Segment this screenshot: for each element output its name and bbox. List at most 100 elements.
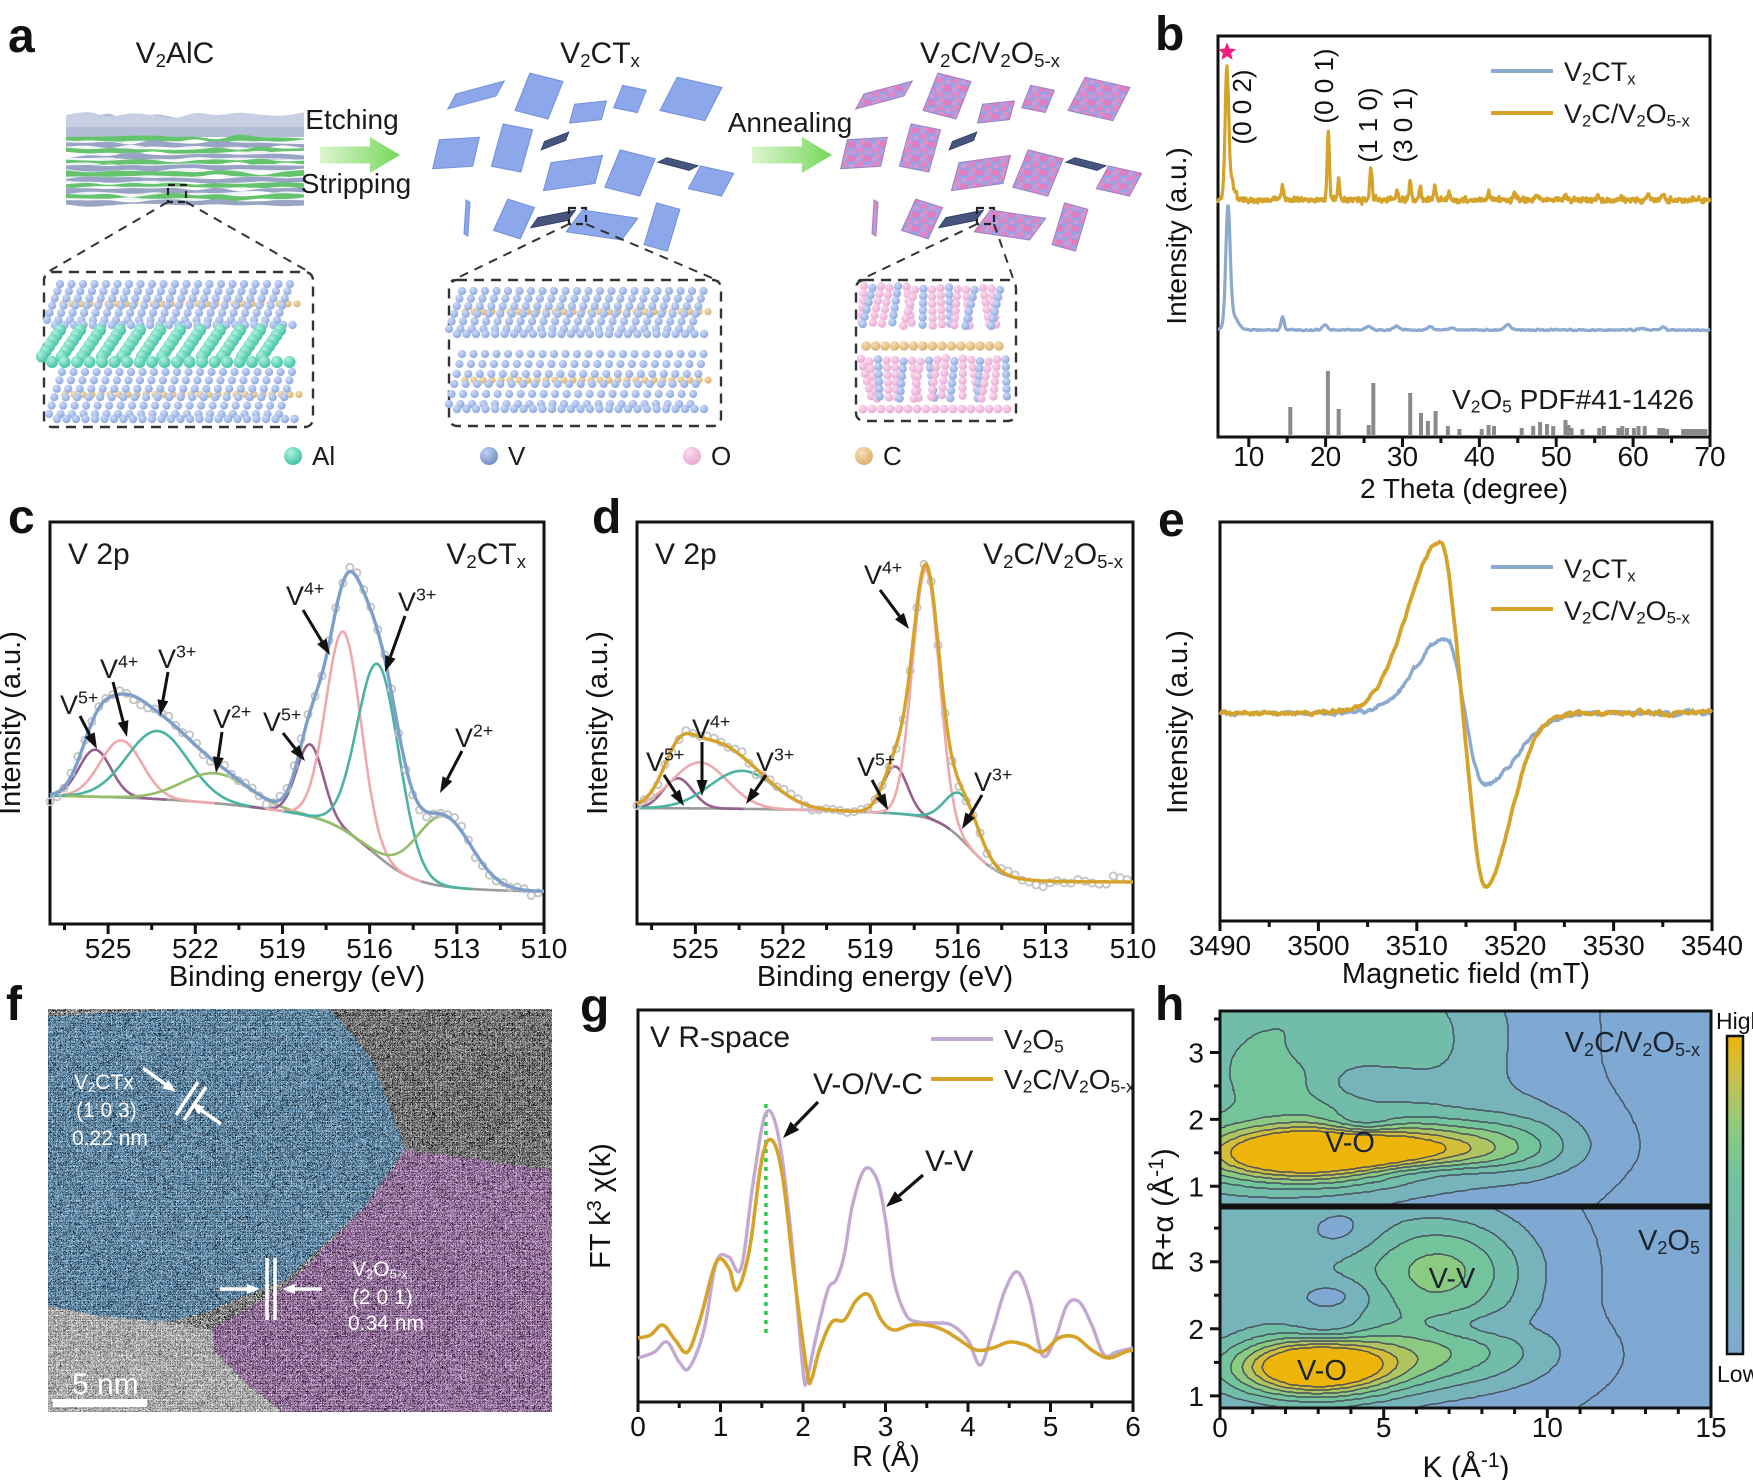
svg-text:5: 5	[1043, 1411, 1059, 1442]
svg-text:1: 1	[1188, 1171, 1204, 1202]
svg-text:V2C/V2O5-x: V2C/V2O5-x	[1564, 596, 1690, 628]
svg-text:V-O/V-C: V-O/V-C	[813, 1068, 923, 1101]
svg-text:V4+: V4+	[692, 712, 730, 744]
svg-text:525: 525	[672, 933, 719, 964]
svg-text:V2C/V2O5-x: V2C/V2O5-x	[1565, 1027, 1700, 1060]
svg-text:V: V	[508, 441, 526, 471]
svg-text:(1 0 3): (1 0 3)	[76, 1099, 137, 1122]
svg-text:Intensity (a.u.): Intensity (a.u.)	[582, 631, 614, 815]
svg-text:Annealing: Annealing	[728, 107, 853, 138]
svg-text:3: 3	[1188, 1247, 1204, 1278]
svg-text:516: 516	[346, 933, 393, 964]
svg-text:V2CTx: V2CTx	[446, 538, 526, 572]
svg-text:522: 522	[172, 933, 219, 964]
svg-text:3490: 3490	[1189, 930, 1251, 961]
svg-text:V2C/V2O5-x: V2C/V2O5-x	[920, 37, 1061, 71]
svg-text:V2CTx: V2CTx	[560, 37, 640, 71]
svg-text:C: C	[883, 441, 902, 471]
svg-text:Intensity (a.u.): Intensity (a.u.)	[1162, 630, 1194, 814]
svg-text:V2AlC: V2AlC	[136, 37, 215, 71]
svg-text:0: 0	[1212, 1412, 1228, 1443]
svg-text:Al: Al	[312, 441, 335, 471]
svg-text:V2O5-x: V2O5-x	[352, 1258, 408, 1282]
svg-text:V2CTx: V2CTx	[74, 1071, 134, 1095]
svg-text:V2O5: V2O5	[1004, 1024, 1064, 1057]
svg-text:O: O	[711, 441, 731, 471]
svg-text:e: e	[1158, 494, 1185, 547]
svg-text:Intensity (a.u.): Intensity (a.u.)	[1161, 147, 1192, 324]
svg-text:2: 2	[795, 1411, 811, 1442]
svg-text:V 2p: V 2p	[68, 538, 130, 571]
svg-text:High: High	[1716, 1008, 1753, 1034]
svg-text:(1 1 0): (1 1 0)	[1353, 87, 1383, 162]
svg-text:(0 0 2): (0 0 2)	[1227, 69, 1257, 144]
svg-text:V2O5 PDF#41-1426: V2O5 PDF#41-1426	[1452, 384, 1694, 417]
svg-text:c: c	[8, 491, 35, 544]
svg-text:(2 0 1): (2 0 1)	[352, 1286, 413, 1309]
svg-text:V4+: V4+	[286, 579, 324, 611]
svg-text:6: 6	[1125, 1411, 1141, 1442]
svg-text:a: a	[8, 10, 35, 63]
svg-text:510: 510	[521, 933, 568, 964]
svg-text:1: 1	[713, 1411, 729, 1442]
svg-text:0.34 nm: 0.34 nm	[348, 1312, 424, 1335]
svg-text:V 2p: V 2p	[655, 538, 717, 571]
svg-text:Low: Low	[1717, 1361, 1753, 1387]
svg-text:V5+: V5+	[646, 745, 684, 777]
svg-text:513: 513	[1022, 933, 1069, 964]
svg-text:3530: 3530	[1582, 930, 1644, 961]
svg-text:3: 3	[1188, 1038, 1204, 1069]
svg-text:V5+: V5+	[60, 688, 98, 720]
svg-text:516: 516	[935, 933, 982, 964]
svg-text:V4+: V4+	[864, 558, 902, 590]
svg-text:Binding energy (eV): Binding energy (eV)	[757, 961, 1013, 993]
svg-text:b: b	[1155, 8, 1184, 61]
svg-text:2: 2	[1188, 1314, 1204, 1345]
svg-text:V2CTx: V2CTx	[1564, 554, 1636, 586]
svg-text:V2C/V2O5-x: V2C/V2O5-x	[983, 538, 1124, 572]
svg-text:5 nm: 5 nm	[72, 1368, 139, 1401]
svg-text:V R-space: V R-space	[650, 1021, 790, 1054]
svg-text:V2CTx: V2CTx	[1564, 57, 1636, 89]
svg-text:0.22 nm: 0.22 nm	[72, 1127, 148, 1150]
svg-text:V-O: V-O	[1325, 1127, 1375, 1159]
svg-text:510: 510	[1110, 933, 1157, 964]
svg-text:3520: 3520	[1484, 930, 1546, 961]
svg-text:Intensity (a.u.): Intensity (a.u.)	[0, 631, 27, 815]
svg-text:513: 513	[433, 933, 480, 964]
svg-text:V2+: V2+	[213, 702, 251, 734]
svg-text:Stripping: Stripping	[301, 168, 412, 199]
svg-text:525: 525	[85, 933, 132, 964]
svg-text:V3+: V3+	[756, 745, 794, 777]
svg-text:V-V: V-V	[1429, 1263, 1476, 1295]
svg-text:V-V: V-V	[925, 1145, 973, 1178]
svg-text:Etching: Etching	[305, 104, 398, 135]
svg-text:3: 3	[878, 1411, 894, 1442]
svg-text:V4+: V4+	[100, 652, 138, 684]
svg-text:V2O5: V2O5	[1638, 1225, 1700, 1258]
svg-text:h: h	[1155, 978, 1184, 1031]
svg-text:V2C/V2O5-x: V2C/V2O5-x	[1564, 99, 1690, 131]
svg-text:Magnetic field (mT): Magnetic field (mT)	[1342, 958, 1590, 990]
svg-text:Binding energy (eV): Binding energy (eV)	[169, 961, 425, 993]
svg-text:4: 4	[960, 1411, 976, 1442]
svg-text:519: 519	[847, 933, 894, 964]
svg-text:5: 5	[1376, 1412, 1392, 1443]
svg-text:3500: 3500	[1287, 930, 1349, 961]
svg-text:V5+: V5+	[857, 750, 895, 782]
svg-text:(0 0 1): (0 0 1)	[1309, 48, 1339, 123]
svg-text:V-O: V-O	[1297, 1355, 1347, 1387]
svg-text:3510: 3510	[1386, 930, 1448, 961]
svg-text:g: g	[580, 980, 609, 1033]
svg-text:R (Å): R (Å)	[852, 1440, 920, 1473]
svg-text:V3+: V3+	[974, 765, 1012, 797]
svg-text:3540: 3540	[1681, 930, 1743, 961]
svg-text:V3+: V3+	[398, 585, 436, 617]
svg-text:d: d	[592, 491, 621, 544]
svg-text:2: 2	[1188, 1104, 1204, 1135]
svg-text:V5+: V5+	[263, 705, 301, 737]
svg-text:522: 522	[760, 933, 807, 964]
svg-text:f: f	[6, 978, 23, 1031]
svg-text:V3+: V3+	[158, 642, 196, 674]
svg-text:V2C/V2O5-x: V2C/V2O5-x	[1004, 1064, 1135, 1097]
